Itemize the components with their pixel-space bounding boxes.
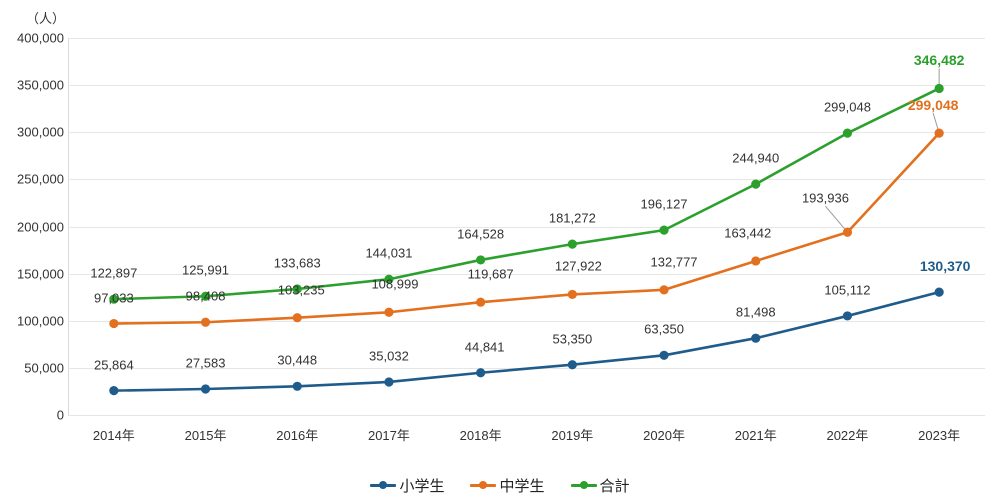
y-axis-tick-label: 150,000 xyxy=(17,266,64,282)
legend-dot xyxy=(379,481,388,489)
legend-label: 中学生 xyxy=(499,477,545,495)
y-axis-unit-label: （人） xyxy=(26,11,66,26)
y-axis-tick-label: 50,000 xyxy=(24,360,64,376)
data-point-label: 125,991 xyxy=(182,262,230,278)
data-point-label: 25,864 xyxy=(93,357,134,373)
legend-dot xyxy=(479,481,488,489)
legend-item-2[interactable]: 中学生 xyxy=(470,475,545,496)
legend-dot xyxy=(579,481,588,489)
y-axis-tick-label: 300,000 xyxy=(17,124,64,140)
data-point-label: 130,370 xyxy=(919,258,971,275)
data-point-label: 133,683 xyxy=(273,255,321,271)
gridline xyxy=(68,85,985,87)
legend-marker-icon xyxy=(470,478,497,492)
data-point-label: 44,841 xyxy=(464,339,505,355)
y-axis-tick-label: 100,000 xyxy=(17,313,64,329)
data-point-label: 63,350 xyxy=(644,321,684,337)
x-axis-tick-label: 2014年 xyxy=(92,428,135,443)
data-point-label: 299,048 xyxy=(823,99,871,115)
legend-marker-icon xyxy=(570,478,597,492)
data-point-label: 193,936 xyxy=(801,190,849,206)
y-axis-tick-label: 350,000 xyxy=(17,77,64,93)
gridline xyxy=(68,415,985,416)
chart-legend: 小学生 中学生 合計 xyxy=(0,468,1000,502)
legend-item-3[interactable]: 合計 xyxy=(570,475,630,496)
data-point-label: 163,442 xyxy=(724,225,772,241)
data-point-label: 181,272 xyxy=(548,210,596,226)
data-point-label: 119,687 xyxy=(467,266,514,282)
y-axis-tick-labels: 0 50,000 100,000 150,000 200,000 250,000 300,0… xyxy=(0,31,64,423)
data-point-label: 108,999 xyxy=(371,276,419,292)
data-point-label: 244,940 xyxy=(732,150,780,166)
legend-item-1[interactable]: 小学生 xyxy=(370,475,444,496)
x-axis-tick-label: 2023年 xyxy=(918,428,961,443)
data-point-label: 127,922 xyxy=(554,258,602,274)
x-axis-tick-label: 2016年 xyxy=(276,428,319,443)
data-point-label: 81,498 xyxy=(735,304,776,320)
data-point-label: 122,897 xyxy=(90,265,138,281)
data-point-label: 144,031 xyxy=(365,245,413,261)
gridline xyxy=(68,226,985,228)
data-point-label: 35,032 xyxy=(369,348,409,364)
data-point-label: 30,448 xyxy=(277,352,318,368)
x-axis-tick-labels: 2014年 2015年 2016年 2017年 2018年 2019年 2020年 2021年… xyxy=(68,425,985,449)
x-axis-tick-label: 2019年 xyxy=(551,428,594,443)
x-axis-tick-label: 2018年 xyxy=(459,428,502,443)
x-axis-tick-label: 2021年 xyxy=(734,428,777,443)
x-axis-tick-label: 2015年 xyxy=(184,428,227,443)
gridline xyxy=(68,132,985,134)
data-point-label: 103,235 xyxy=(277,282,325,298)
legend-label: 合計 xyxy=(599,477,630,495)
gridline xyxy=(68,320,985,322)
data-point-label: 299,048 xyxy=(907,97,959,114)
y-axis-tick-label: 400,000 xyxy=(17,30,64,46)
data-point-label: 105,112 xyxy=(824,282,871,298)
gridline xyxy=(68,38,985,39)
legend-marker-icon xyxy=(370,478,397,492)
data-point-label: 132,777 xyxy=(650,254,698,270)
data-point-label: 346,482 xyxy=(913,52,965,69)
data-point-label: 164,528 xyxy=(457,226,505,242)
y-axis-tick-label: 200,000 xyxy=(17,219,64,234)
x-axis-tick-label: 2017年 xyxy=(367,428,410,443)
x-axis-tick-label: 2022年 xyxy=(826,428,869,443)
x-axis-tick-label: 2020年 xyxy=(643,428,686,443)
gridline xyxy=(68,179,985,181)
data-point-label: 97,033 xyxy=(93,290,134,306)
data-point-label: 98,408 xyxy=(185,288,226,304)
data-point-label: 196,127 xyxy=(640,196,688,212)
data-point-label: 53,350 xyxy=(552,331,593,347)
y-axis-tick-label: 250,000 xyxy=(17,171,64,187)
y-axis-tick-label: 0 xyxy=(56,407,64,423)
legend-label: 小学生 xyxy=(399,477,445,495)
data-point-label: 27,583 xyxy=(185,355,226,371)
